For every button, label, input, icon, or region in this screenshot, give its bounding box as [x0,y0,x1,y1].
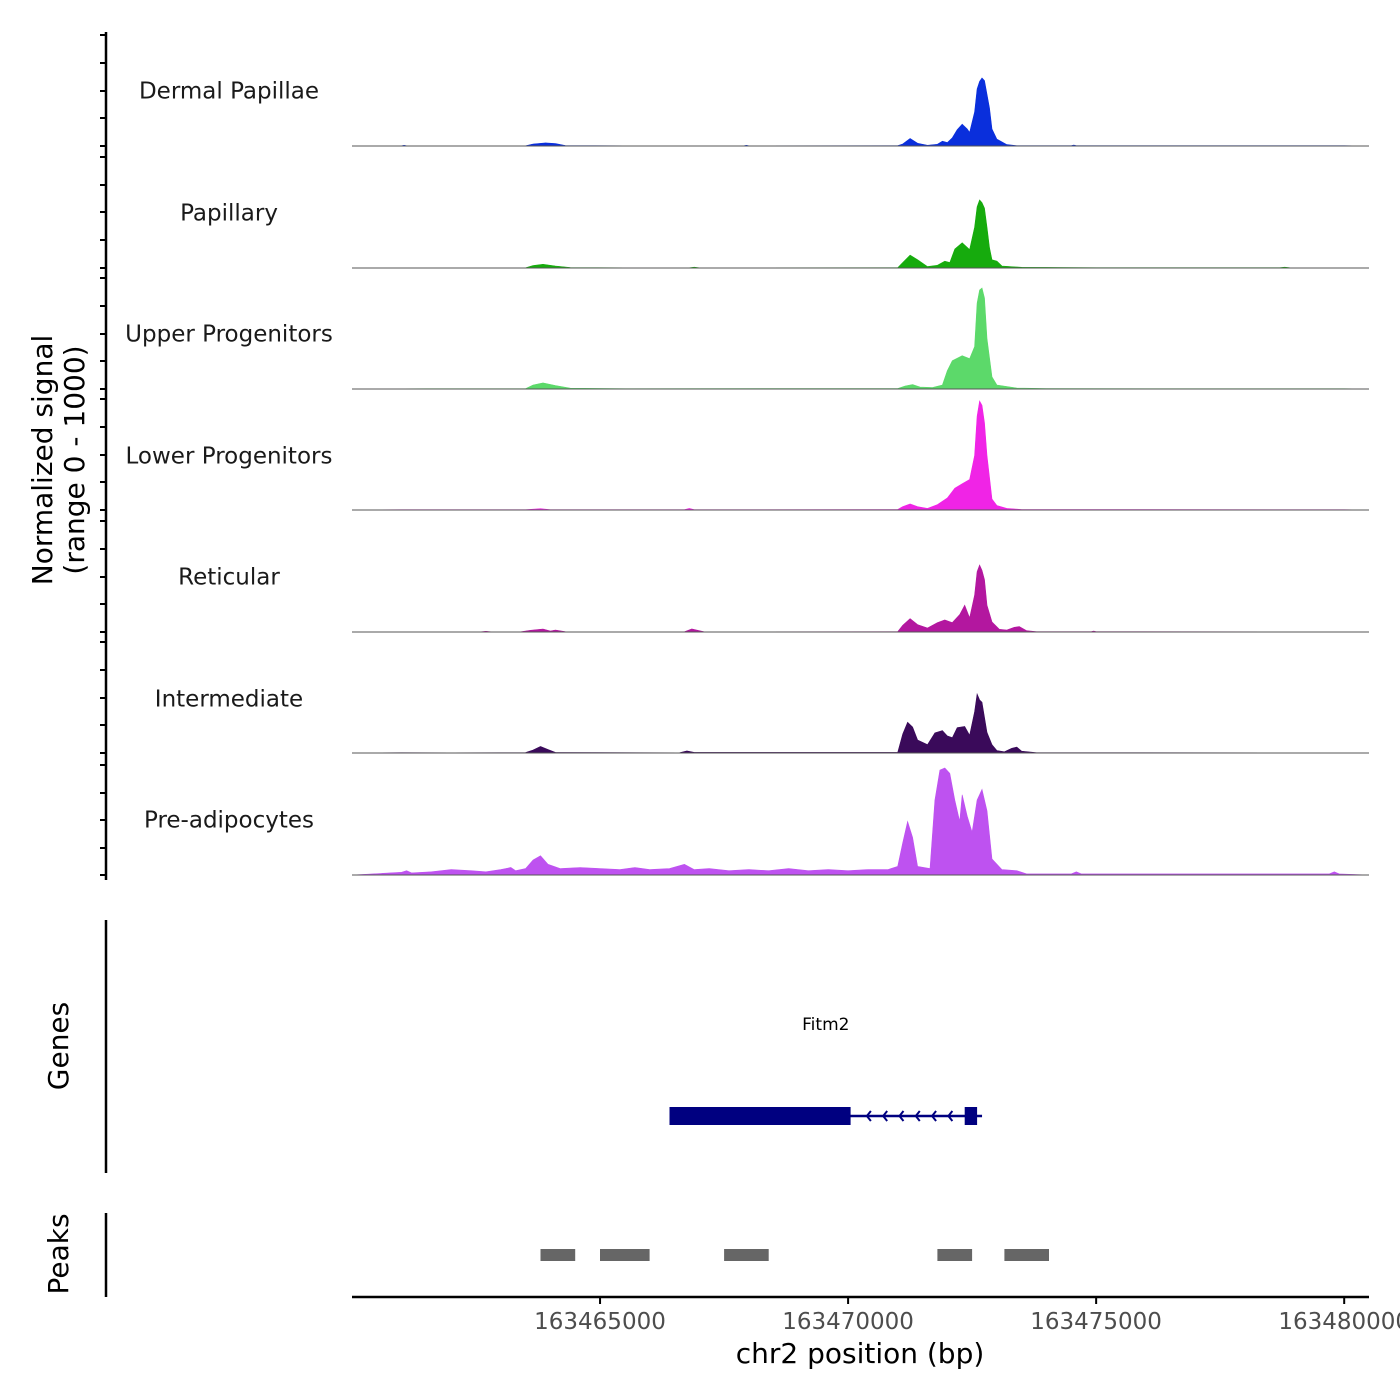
gene-exon-0 [669,1107,851,1125]
track-signal-area [351,692,1370,754]
strand-chevron-icon [898,1110,905,1122]
peak-0 [540,1249,576,1261]
strand-chevron-icon [947,1110,954,1122]
track-reticular: Reticular [178,564,1370,633]
y-axis-title-line2: (range 0 - 1000) [58,345,91,574]
track-signal-area [351,287,1370,390]
track-label: Pre-adipocytes [144,808,314,834]
strand-chevron-icon [865,1110,872,1122]
x-tick-label-0: 163465000 [534,1309,666,1335]
track-label: Lower Progenitors [126,444,333,470]
track-signal-area [351,77,1370,147]
track-lower-progenitors: Lower Progenitors [126,400,1370,511]
track-signal-area [351,199,1370,269]
track-upper-progenitors: Upper Progenitors [125,287,1370,390]
track-label: Intermediate [155,687,303,713]
strand-chevron-icon [914,1110,921,1122]
peak-2 [724,1249,769,1261]
track-dermal-papillae: Dermal Papillae [139,77,1370,147]
track-signal-area [351,767,1370,876]
track-label: Upper Progenitors [125,322,333,348]
x-tick-label-1: 163470000 [782,1309,914,1335]
x-tick-label-3: 163480000 [1278,1309,1400,1335]
gene-fitm2: Fitm2 [669,1015,983,1125]
gene-exon-1 [964,1107,978,1125]
genes-panel-title: Genes [42,1002,75,1090]
strand-chevron-icon [930,1110,937,1122]
gene-models: Fitm2 [669,1015,983,1125]
track-intermediate: Intermediate [155,687,1370,754]
track-papillary: Papillary [180,199,1370,269]
x-axis-ticks: 163465000 163470000 163475000 163480000 [534,1297,1400,1335]
y-axis-title-line1: Normalized signal [26,335,59,586]
track-pre-adipocytes: Pre-adipocytes [144,767,1370,876]
peak-1 [600,1249,650,1261]
peak-3 [937,1249,973,1261]
x-tick-label-2: 163475000 [1030,1309,1162,1335]
track-label: Papillary [180,201,278,227]
strand-chevron-icon [881,1110,888,1122]
peaks-panel-title: Peaks [42,1213,75,1294]
gene-label: Fitm2 [802,1015,849,1035]
track-label: Reticular [178,565,280,591]
signal-tracks: Dermal Papillae Papillary Upper Progenitor… [125,77,1370,876]
track-signal-area [351,564,1370,633]
x-axis-title: chr2 position (bp) [736,1337,985,1370]
track-signal-area [351,400,1370,511]
peak-4 [1004,1249,1049,1261]
signal-y-axis-ticks [100,34,106,876]
peak-regions [540,1249,1049,1261]
track-label: Dermal Papillae [139,79,319,105]
